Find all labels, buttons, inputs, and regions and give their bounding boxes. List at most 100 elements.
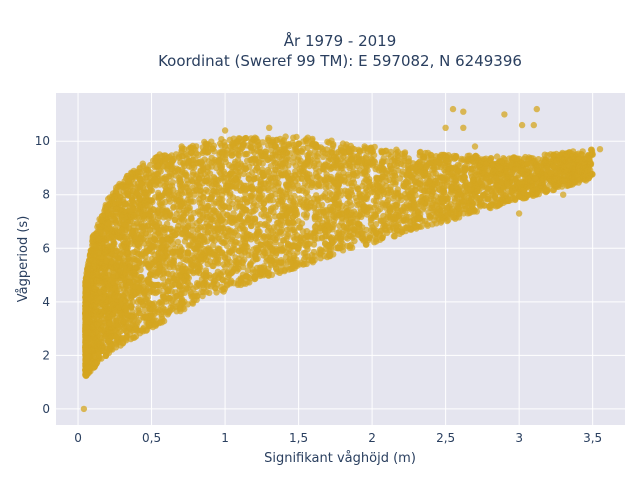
data-point (170, 264, 178, 271)
data-point (350, 225, 357, 233)
data-point (376, 236, 384, 243)
data-point (289, 200, 297, 208)
data-point (295, 224, 303, 231)
data-point (569, 148, 577, 155)
data-point (129, 319, 137, 326)
data-point (392, 150, 400, 157)
data-point (121, 324, 128, 332)
data-point (264, 241, 271, 248)
data-point (207, 258, 214, 265)
data-point (415, 169, 422, 176)
data-point (203, 288, 210, 296)
data-point (251, 216, 259, 223)
data-point (213, 164, 220, 172)
data-point (405, 164, 412, 172)
data-point (247, 236, 255, 243)
data-point (228, 247, 236, 254)
data-point (344, 207, 351, 214)
data-point (268, 260, 275, 267)
data-point (436, 186, 443, 194)
data-point (215, 210, 222, 218)
data-point (191, 191, 198, 198)
data-point (259, 139, 266, 146)
data-point (324, 196, 331, 204)
data-point (320, 193, 327, 200)
data-point (248, 147, 255, 154)
data-point (289, 183, 297, 190)
data-point (269, 246, 276, 253)
data-point (319, 148, 327, 155)
data-point (221, 138, 228, 146)
data-point (306, 162, 313, 170)
data-point (205, 223, 213, 230)
data-point (162, 175, 170, 183)
data-point (290, 159, 297, 166)
data-point (326, 189, 334, 197)
data-point (221, 155, 229, 163)
data-point (312, 170, 320, 177)
data-point (432, 193, 440, 200)
data-point (512, 165, 519, 172)
data-point (304, 246, 311, 253)
data-point (454, 192, 461, 199)
data-point (208, 154, 215, 161)
data-point (129, 308, 136, 316)
data-point (326, 203, 334, 210)
data-point (225, 183, 232, 190)
data-point (163, 270, 171, 277)
data-point (422, 149, 429, 157)
data-point (208, 216, 215, 223)
data-point (493, 153, 501, 160)
data-point (203, 174, 211, 181)
data-point (521, 189, 528, 197)
data-point (396, 175, 404, 182)
data-point (421, 217, 428, 225)
data-point (303, 214, 310, 221)
data-point (244, 150, 251, 158)
data-point (120, 318, 127, 325)
data-point (232, 175, 239, 182)
data-point (268, 192, 275, 199)
data-point (444, 182, 451, 189)
data-point (244, 157, 251, 164)
data-point (308, 183, 315, 191)
data-point (351, 146, 358, 153)
data-point (128, 313, 135, 320)
data-point (315, 160, 323, 168)
data-point (285, 162, 292, 169)
data-point (379, 201, 386, 208)
data-point (282, 133, 289, 140)
data-point (293, 133, 300, 141)
data-point (461, 173, 468, 180)
data-point (181, 238, 189, 245)
data-point (420, 156, 427, 163)
data-point (372, 221, 380, 228)
data-point (344, 188, 351, 195)
data-point (255, 158, 263, 166)
data-point (105, 243, 113, 250)
data-point (211, 258, 218, 265)
data-point (360, 202, 368, 209)
data-point (350, 168, 357, 175)
data-point (168, 257, 175, 264)
data-point (390, 206, 397, 213)
data-point (147, 185, 154, 192)
data-point (234, 196, 241, 203)
data-point (166, 294, 173, 302)
data-point (318, 201, 326, 208)
data-point (293, 262, 301, 270)
data-point (366, 234, 374, 241)
data-point (531, 175, 539, 182)
data-point (240, 280, 247, 287)
data-point (261, 206, 268, 213)
data-point (170, 240, 177, 247)
data-point (110, 239, 117, 246)
data-point (510, 186, 517, 194)
data-point (380, 212, 387, 220)
data-point (541, 151, 548, 158)
data-point (419, 206, 427, 213)
data-point (189, 184, 196, 192)
data-point (199, 149, 206, 157)
data-point (486, 202, 494, 210)
data-point (392, 180, 399, 187)
